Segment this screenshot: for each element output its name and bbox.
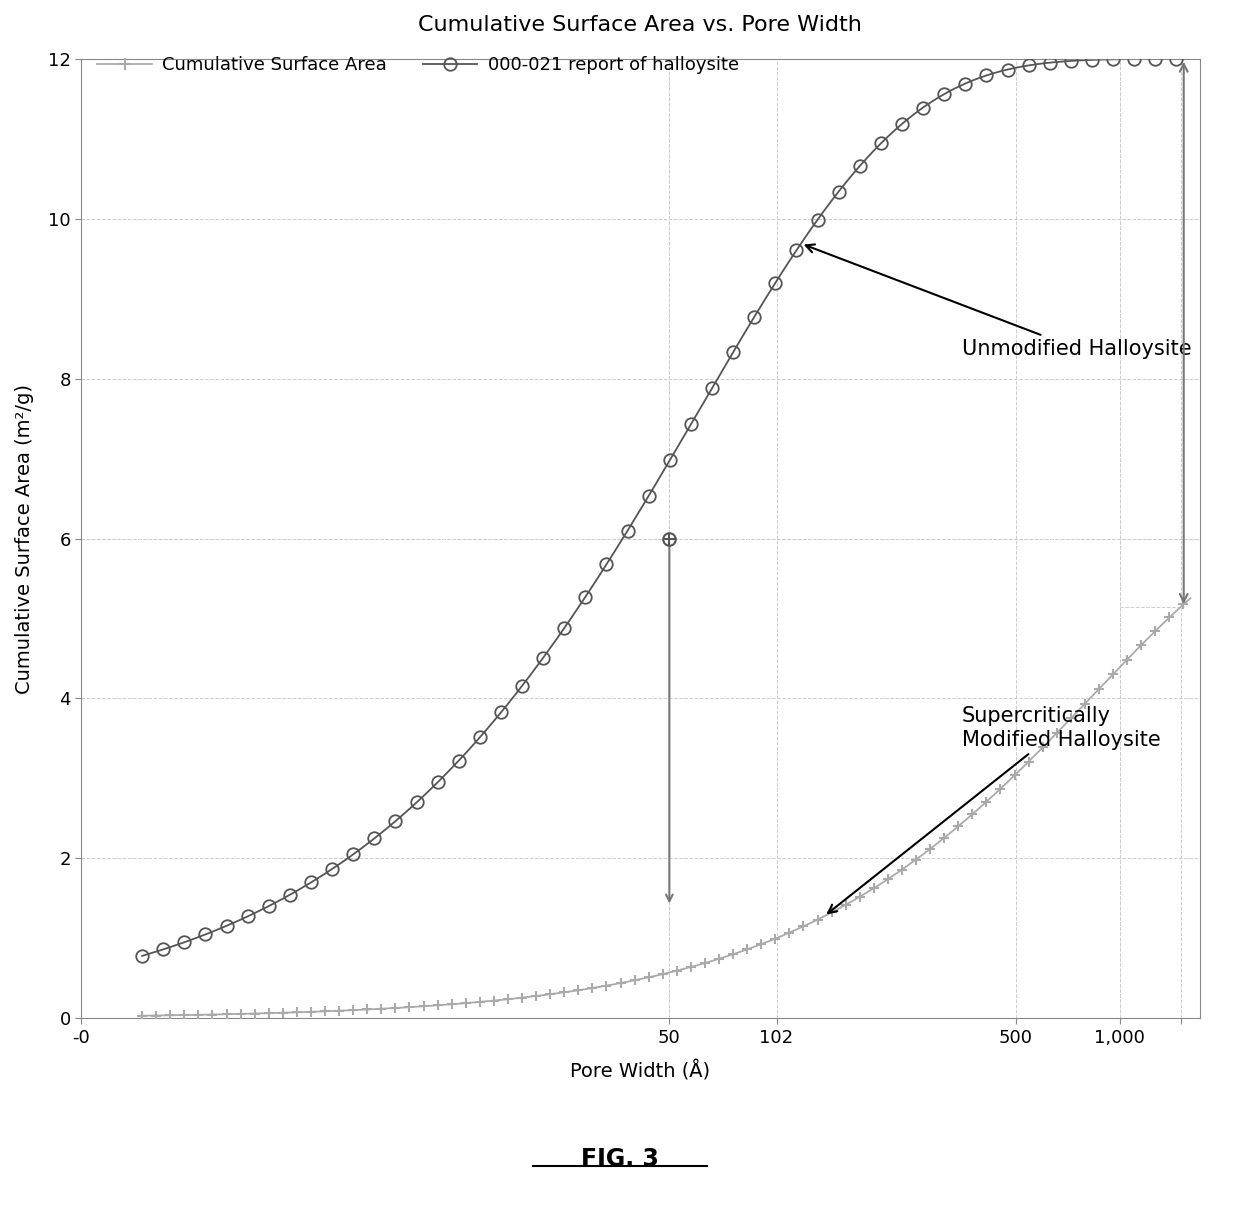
Text: Unmodified Halloysite: Unmodified Halloysite (806, 245, 1192, 359)
Text: FIG. 3: FIG. 3 (582, 1147, 658, 1171)
Y-axis label: Cumulative Surface Area (m²/g): Cumulative Surface Area (m²/g) (15, 383, 33, 694)
X-axis label: Pore Width (Å): Pore Width (Å) (570, 1060, 711, 1082)
Title: Cumulative Surface Area vs. Pore Width: Cumulative Surface Area vs. Pore Width (418, 14, 862, 35)
Text: Supercritically
Modified Halloysite: Supercritically Modified Halloysite (828, 706, 1161, 913)
Legend: Cumulative Surface Area, 000-021 report of halloysite: Cumulative Surface Area, 000-021 report … (91, 48, 746, 81)
